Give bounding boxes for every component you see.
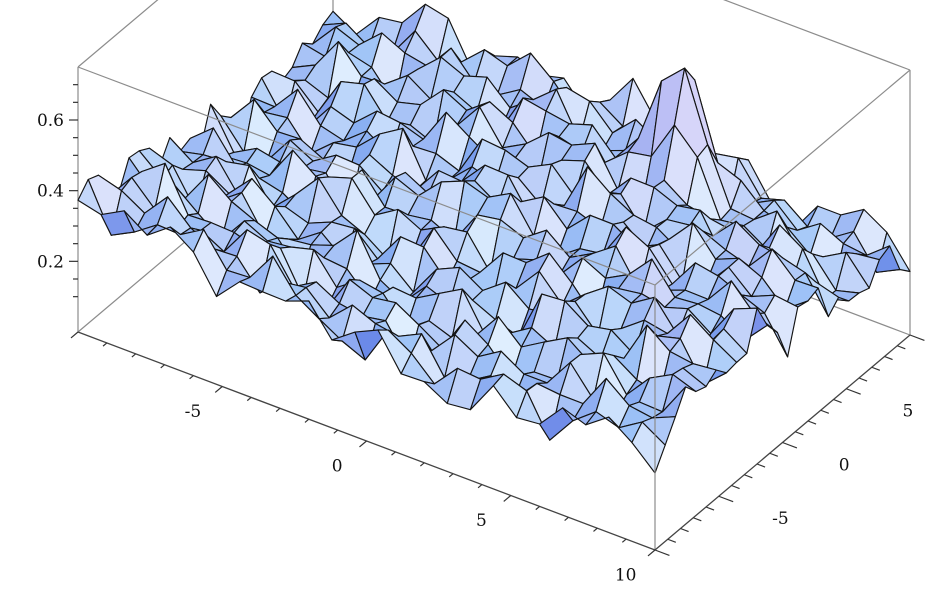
box-edge-back (77, 0, 159, 68)
x-axis-tick (333, 429, 339, 434)
y-axis-tick (654, 549, 670, 557)
x-axis-tick (391, 451, 396, 456)
y-axis-tick (731, 484, 740, 490)
y-axis-tick (680, 527, 689, 533)
x-axis-tick (304, 418, 310, 423)
x-axis-tick (214, 386, 223, 393)
x-axis-tick (189, 375, 194, 380)
x-axis-tick (647, 549, 656, 557)
z-tick-label: 0.2 (37, 252, 64, 272)
x-axis-tick (535, 505, 540, 511)
x-axis-tick (275, 407, 281, 412)
box-edge-front (654, 69, 911, 286)
surface-mesh (77, 3, 911, 474)
z-tick-label: 0.6 (37, 111, 64, 131)
y-axis-tick (884, 355, 893, 361)
y-axis-tick (897, 345, 906, 350)
x-tick-label: 10 (615, 566, 637, 586)
x-axis-tick (131, 353, 137, 358)
y-tick-label: 0 (839, 455, 850, 475)
surface-cell (631, 421, 666, 474)
x-tick-label: -5 (185, 402, 202, 422)
box-edge-back (723, 0, 911, 71)
y-axis-tick (833, 398, 842, 404)
x-tick-label: 5 (476, 511, 487, 531)
y-axis-tick (705, 506, 715, 511)
axis-ticks (69, 84, 925, 557)
y-axis-tick (667, 538, 677, 543)
y-axis-tick (807, 420, 817, 425)
x-axis-tick (419, 462, 425, 467)
y-tick-label: -5 (772, 509, 789, 529)
y-axis-tick (756, 463, 766, 468)
x-axis-tick (621, 538, 627, 543)
y-axis-tick (769, 452, 779, 457)
y-axis-tick (782, 441, 798, 449)
y-axis-tick (871, 366, 881, 371)
y-axis-tick (693, 517, 702, 522)
x-axis-tick (593, 527, 598, 532)
x-axis-tick (102, 342, 108, 347)
z-tick-label: 0.4 (37, 182, 64, 202)
x-axis-tick (359, 440, 367, 448)
x-axis-tick (70, 331, 79, 339)
x-axis-tick (160, 364, 165, 369)
y-axis-tick (909, 334, 925, 342)
box-edge-front (77, 66, 656, 286)
x-axis-tick (246, 396, 252, 402)
y-axis-tick (858, 377, 868, 382)
y-axis-tick (795, 431, 804, 436)
y-tick-label: 5 (903, 402, 914, 422)
y-axis-tick (744, 474, 753, 479)
x-axis-tick (477, 484, 483, 489)
x-axis-tick (448, 473, 454, 478)
y-axis-tick (846, 388, 861, 395)
y-axis-tick (820, 409, 830, 414)
x-axis-tick (503, 495, 512, 502)
x-axis-tick (564, 516, 569, 521)
x-tick-label: 0 (332, 457, 343, 477)
y-axis-tick (718, 495, 734, 503)
